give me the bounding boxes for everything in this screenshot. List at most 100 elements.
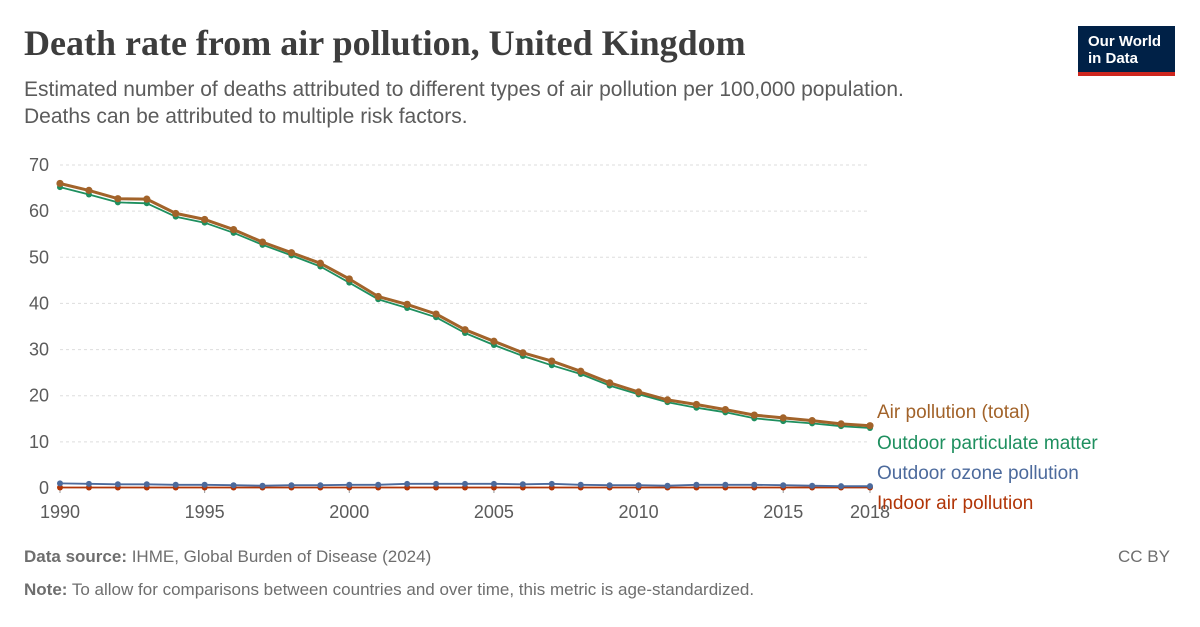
data-point (172, 209, 180, 218)
data-point (577, 481, 584, 488)
data-point (722, 481, 729, 488)
data-point (201, 215, 209, 224)
x-tick-label: 2000 (329, 502, 369, 522)
data-point (403, 300, 411, 308)
x-tick-label: 2018 (850, 502, 890, 522)
data-point (634, 388, 643, 396)
data-point (85, 186, 93, 194)
y-tick-label: 10 (29, 432, 49, 452)
data-point (866, 422, 874, 430)
y-tick-label: 40 (29, 293, 49, 313)
logo-line-2: in Data (1088, 50, 1139, 67)
data-point (548, 480, 555, 487)
series-outdoor-ozone-pollution[interactable] (57, 480, 873, 490)
y-tick-label: 0 (39, 478, 49, 498)
subtitle-line-2: Deaths can be attributed to multiple ris… (24, 105, 468, 128)
data-point (345, 275, 353, 283)
note-label: Note: (24, 580, 68, 599)
series-air-pollution-total-[interactable] (56, 179, 874, 430)
data-source-text: IHME, Global Burden of Disease (2024) (126, 547, 432, 566)
data-point (519, 349, 527, 357)
data-point (433, 480, 440, 487)
data-point (461, 326, 469, 334)
series-outdoor-particulate-matter[interactable] (57, 184, 873, 432)
y-axis-ticks: 0 10 20 30 40 50 60 70 (29, 155, 49, 498)
series-line (59, 182, 871, 428)
data-point (577, 367, 585, 375)
data-point (663, 396, 672, 404)
data-point (287, 249, 296, 257)
data-point (317, 482, 324, 489)
data-point (519, 481, 526, 488)
data-point (114, 195, 122, 203)
y-tick-label: 20 (29, 386, 49, 406)
data-point (779, 414, 787, 422)
data-point (780, 482, 787, 489)
series-label[interactable]: Outdoor particulate matter (877, 433, 1098, 454)
x-axis-ticks: 1990 1995 2000 2005 2010 2015 2018 (40, 488, 890, 522)
series-label[interactable]: Outdoor ozone pollution (877, 463, 1079, 484)
data-point (837, 420, 845, 428)
data-point (692, 400, 701, 409)
data-point (838, 483, 845, 490)
data-point (288, 482, 295, 489)
series-line (59, 186, 871, 429)
data-point (404, 480, 411, 487)
data-point (432, 310, 440, 318)
y-tick-label: 50 (29, 247, 49, 267)
data-point (114, 481, 121, 488)
data-source-label: Data source: (24, 547, 127, 566)
data-point (490, 337, 498, 345)
x-tick-label: 2015 (763, 502, 803, 522)
data-point (693, 481, 700, 488)
data-point (374, 292, 382, 301)
data-point (143, 481, 150, 488)
chart-subtitle: Estimated number of deaths attributed to… (24, 76, 1064, 130)
data-point (867, 483, 873, 490)
series-labels: Air pollution (total) Outdoor particulate… (877, 402, 1098, 514)
data-point (750, 411, 758, 419)
chart-note: Note: To allow for comparisons between c… (24, 580, 754, 600)
data-point (258, 238, 267, 246)
license-link[interactable]: CC BY (1118, 547, 1170, 566)
x-tick-label: 1995 (185, 502, 225, 522)
data-point (809, 482, 816, 489)
data-point (808, 417, 816, 425)
subtitle-line-1: Estimated number of deaths attributed to… (24, 78, 904, 101)
data-point (172, 481, 179, 488)
note-text: To allow for comparisons between countri… (67, 580, 755, 599)
series-lines (56, 179, 874, 491)
x-tick-label: 2005 (474, 502, 514, 522)
data-point (635, 482, 642, 489)
series-label[interactable]: Air pollution (total) (877, 402, 1030, 423)
data-source: Data source: IHME, Global Burden of Dise… (24, 547, 431, 567)
data-point (548, 357, 556, 365)
data-point (490, 480, 497, 487)
data-point (664, 482, 671, 489)
data-point (230, 482, 237, 489)
data-point (346, 481, 353, 488)
data-point (143, 195, 151, 203)
owid-logo[interactable]: Our World in Data (1078, 26, 1175, 76)
y-tick-label: 30 (29, 340, 49, 360)
data-point (56, 179, 64, 188)
data-point (751, 481, 758, 488)
data-point (229, 226, 238, 234)
chart-title: Death rate from air pollution, United Ki… (24, 23, 746, 63)
data-point (375, 481, 382, 488)
data-point (201, 481, 208, 488)
data-point (606, 379, 614, 387)
x-tick-label: 1990 (40, 502, 80, 522)
data-point (57, 480, 63, 487)
series-label[interactable]: Indoor air pollution (877, 493, 1033, 514)
logo-line-1: Our World (1088, 33, 1162, 50)
data-point (85, 480, 92, 487)
data-point (462, 480, 468, 487)
data-point (606, 482, 613, 489)
data-point (721, 405, 729, 414)
data-point (259, 482, 266, 489)
data-point (57, 484, 63, 491)
data-point (316, 259, 324, 267)
x-tick-label: 2010 (619, 502, 659, 522)
